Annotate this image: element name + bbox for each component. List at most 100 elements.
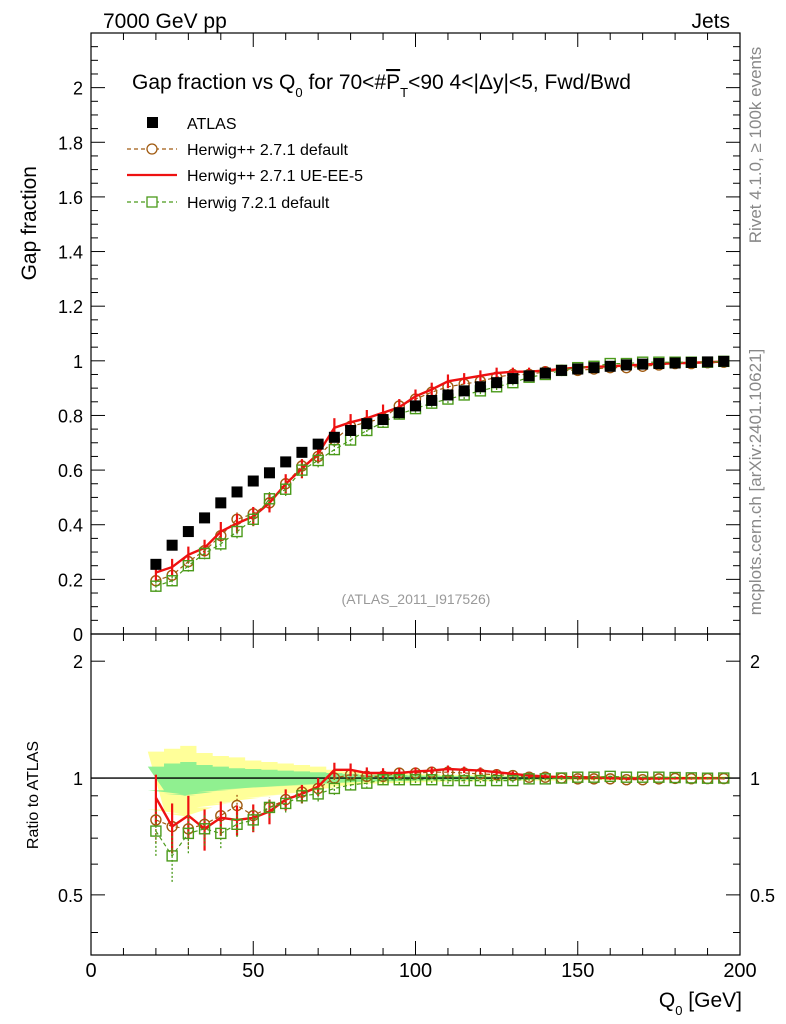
main-y-tick-label: 0.8 (58, 406, 83, 426)
ratio-point-herwig7-default (426, 774, 438, 786)
ratio-point-herwig7-default (182, 827, 195, 840)
main-atlas-point (150, 558, 162, 570)
main-atlas-point (718, 355, 730, 367)
ratio-y-tick-label: 1 (73, 769, 83, 789)
ratio-series-herwig-7-2-1-default (150, 770, 730, 882)
ratio-point-herwig7-default (166, 850, 178, 862)
main-y-tick-label: 1 (73, 352, 83, 372)
ratio-point-herwig7-default (604, 770, 616, 783)
ratio-point-herwig7-default (474, 774, 487, 787)
ratio-line-herwig-2-7-1-ue-ee-5 (154, 767, 724, 831)
main-plot-panel: 0 0.2 0.4 0.6 0.8 1 1.2 1.4 1.6 1.8 2 Gap fraction… (18, 32, 741, 645)
energy-label: 7000 GeV pp (103, 10, 227, 33)
ratio-point-herwig7-default (263, 801, 276, 814)
ratio-point-herwig7-default (572, 771, 584, 783)
x-tick-label: 0 (85, 960, 96, 982)
main-y-tick-label: 2 (73, 79, 83, 99)
ratio-point-herwig7-default (312, 788, 324, 800)
ratio-point-herwig7-default (442, 774, 454, 787)
main-atlas-point (442, 389, 454, 401)
ratio-point-herwig7-default (393, 774, 405, 786)
main-atlas-point (474, 381, 486, 393)
main-line-herwig-2-7-1-default (155, 361, 724, 582)
main-atlas-point (491, 377, 503, 389)
main-atlas-point (166, 539, 178, 551)
main-atlas-point (247, 475, 259, 487)
main-atlas-point (426, 394, 438, 406)
main-atlas-point (653, 358, 665, 370)
main-atlas-point (312, 438, 324, 450)
x-axis-label: Q0 [GeV] (659, 989, 742, 1018)
ratio-point-herwig7-default (588, 771, 600, 783)
main-atlas-point (685, 356, 697, 368)
legend-entry-atlas: ATLAS (147, 116, 237, 133)
ratio-point-herwig7-default (296, 790, 308, 802)
main-point-herwig7-default (182, 560, 195, 572)
ratio-y-tick-label-right: 1 (750, 769, 760, 789)
main-atlas-point (393, 407, 405, 419)
main-line-herwig-7-2-1-default (155, 360, 724, 587)
main-atlas-point (263, 467, 275, 479)
ratio-y-tick-label-right: 2 (750, 652, 760, 672)
main-atlas-point (231, 486, 243, 498)
main-atlas-point (539, 367, 551, 379)
main-atlas-point (604, 360, 616, 372)
rivet-version-label: Rivet 4.1.0, ≥ 100k events (746, 47, 765, 243)
main-atlas-point (637, 358, 649, 370)
main-atlas-point (572, 363, 584, 375)
main-series-herwig-2-7-1-ue-ee-5 (154, 359, 725, 581)
ratio-point-herwig7-default (150, 825, 162, 837)
ratio-band-inner (147, 761, 732, 796)
ratio-point-herwig7-default (539, 773, 551, 785)
ratio-y-tick-label: 0.5 (58, 886, 83, 906)
main-atlas-point (215, 497, 227, 509)
legend-label-herwigpp-ueee5: Herwig++ 2.7.1 UE-EE-5 (187, 168, 363, 185)
ratio-y-tick-label: 2 (73, 652, 83, 672)
main-y-tick-label: 1.8 (58, 133, 83, 153)
main-atlas-point (345, 424, 357, 436)
ratio-point-herwig7-default (280, 797, 292, 810)
x-tick-label: 150 (561, 960, 594, 982)
main-point-herwig7-default (263, 493, 276, 505)
ratio-point-herwig7-default (636, 771, 649, 783)
ratio-point-herwig7-default (507, 774, 519, 787)
legend-marker-herwig7-default (146, 196, 158, 208)
legend-entry-herwig7-default: Herwig 7.2.1 default (127, 195, 330, 212)
main-atlas-point (361, 418, 373, 430)
main-series-atlas (150, 355, 730, 570)
ratio-y-axis: 0.5 0.5 1 1 2 2 (58, 652, 775, 933)
analysis-tag: (ATLAS_2011_I917526) (342, 591, 491, 607)
ratio-x-axis: 0 50 100 150 200 (85, 634, 757, 982)
main-point-herwig7-default (312, 454, 324, 467)
main-y-tick-label: 0.6 (58, 461, 83, 481)
main-atlas-point (199, 512, 211, 524)
legend-marker-atlas (147, 117, 158, 128)
ratio-series-herwig-2-7-1-ue-ee-5 (154, 762, 725, 854)
main-line-herwig-2-7-1-ue-ee-5 (155, 360, 724, 574)
ratio-point-herwig7-default (247, 814, 259, 826)
main-y-axis: 0 0.2 0.4 0.6 0.8 1 1.2 1.4 1.6 1.8 2 (58, 32, 740, 645)
main-atlas-point (507, 373, 519, 385)
main-series-herwig-7-2-1-default (150, 355, 730, 592)
main-atlas-point (588, 362, 600, 374)
x-tick-label: 100 (399, 960, 432, 982)
ratio-point-herwig7-default (653, 771, 665, 783)
ratio-point-herwig7-default (458, 774, 470, 787)
main-y-tick-label: 1.2 (58, 297, 83, 317)
legend-entry-herwigpp-default: Herwig++ 2.7.1 default (127, 142, 349, 159)
ratio-point-herwig7-default (669, 771, 681, 784)
ratio-plot-content (91, 745, 740, 882)
legend: ATLAS Herwig++ 2.7.1 default Herwig++ 2.… (127, 116, 363, 212)
main-y-tick-label: 1.4 (58, 243, 83, 263)
main-atlas-point (702, 356, 714, 368)
main-point-herwig7-default (296, 464, 308, 476)
ratio-point-herwig7-default (344, 779, 357, 791)
ratio-point-herwig7-default (409, 774, 422, 786)
main-atlas-point (296, 446, 308, 458)
ratio-point-herwig7-default (361, 777, 373, 789)
legend-label-atlas: ATLAS (187, 116, 237, 133)
ratio-plot-panel: 0.5 0.5 1 1 2 2 0 50 100 150 200 Ratio to ATLAS Q… (25, 633, 775, 1018)
main-atlas-point (182, 526, 194, 538)
ratio-point-herwig7-default (377, 774, 389, 786)
